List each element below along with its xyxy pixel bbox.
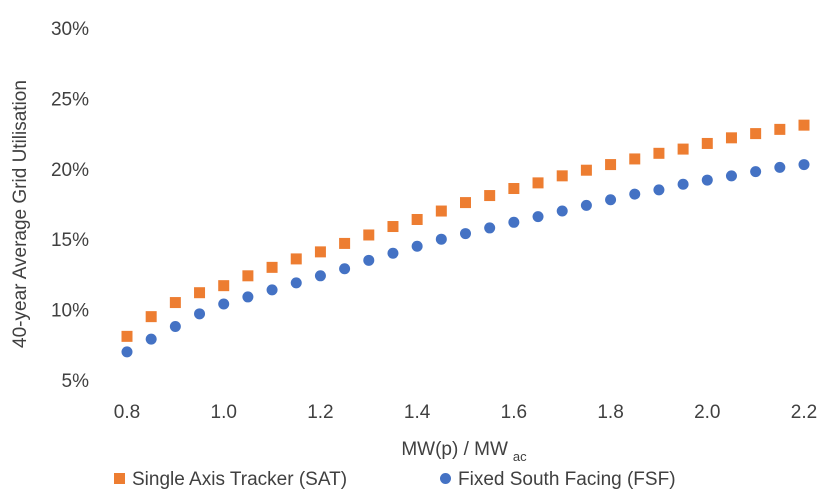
sat-data-point (266, 261, 278, 273)
x-axis-ticks: 0.8 1.0 1.2 1.4 1.6 1.8 2.0 2.2 (114, 402, 817, 423)
x-tick-label: 1.8 (597, 402, 623, 423)
fsf-data-point (314, 270, 326, 282)
fsf-data-point (242, 291, 254, 303)
fsf-data-point (266, 284, 278, 296)
legend-label: Fixed South Facing (FSF) (458, 469, 676, 490)
legend: Single Axis Tracker (SAT) Fixed South Fac… (114, 469, 676, 490)
sat-data-point (653, 147, 665, 159)
sat-data-point (605, 159, 617, 171)
y-axis-title: 40-year Average Grid Utilisation (10, 80, 31, 348)
sat-data-point (798, 119, 810, 131)
fsf-data-point (460, 228, 471, 240)
fsf-data-point (145, 333, 157, 345)
fsf-data-point (411, 240, 423, 252)
sat-data-point (194, 287, 206, 299)
x-tick-label: 0.8 (114, 402, 140, 423)
sat-data-point (677, 143, 689, 155)
fsf-data-point (121, 346, 133, 358)
fsf-data-point (798, 159, 810, 171)
series-sat (121, 119, 810, 342)
sat-data-point (750, 128, 762, 140)
fsf-data-point (194, 308, 206, 320)
y-axis-ticks: 5% 10% 15% 20% 25% 30% (51, 19, 89, 392)
sat-data-point (242, 270, 254, 282)
sat-data-point (725, 132, 737, 144)
y-tick-label: 30% (51, 19, 89, 40)
y-tick-label: 10% (51, 301, 89, 322)
fsf-data-point (605, 194, 617, 206)
fsf-data-point (629, 188, 641, 200)
fsf-data-point (387, 247, 399, 259)
fsf-data-point (218, 298, 230, 310)
sat-data-point (387, 221, 399, 233)
fsf-data-point (725, 170, 737, 182)
y-tick-label: 20% (51, 160, 89, 181)
legend-square-marker (114, 473, 125, 484)
fsf-data-point (556, 205, 568, 217)
sat-data-point (411, 213, 423, 225)
fsf-data-point (750, 166, 762, 178)
sat-data-point (290, 253, 302, 265)
sat-data-point (460, 197, 471, 209)
fsf-data-point (677, 178, 689, 190)
x-tick-label: 1.4 (404, 402, 431, 423)
legend-item-fsf: Fixed South Facing (FSF) (440, 469, 676, 490)
sat-data-point (580, 164, 592, 176)
y-tick-label: 15% (51, 230, 89, 251)
sat-data-point (435, 205, 447, 217)
sat-data-point (169, 297, 181, 309)
sat-data-point (218, 280, 230, 292)
fsf-data-point (774, 161, 786, 173)
fsf-data-point (484, 222, 496, 234)
fsf-data-point (169, 320, 181, 332)
sat-data-point (363, 229, 375, 241)
x-tick-label: 2.0 (694, 402, 720, 423)
fsf-data-point (580, 199, 592, 211)
x-tick-label: 2.2 (791, 402, 817, 423)
sat-data-point (556, 170, 568, 182)
x-axis-title-main: MW(p) / MW (401, 439, 508, 460)
sat-data-point (701, 137, 713, 149)
legend-circle-marker (440, 473, 451, 484)
sat-data-point (339, 237, 351, 249)
legend-item-sat: Single Axis Tracker (SAT) (114, 469, 347, 490)
x-axis-title: MW(p) / MW ac (401, 439, 527, 464)
legend-label: Single Axis Tracker (SAT) (132, 469, 347, 490)
fsf-data-point (435, 233, 447, 245)
sat-data-point (145, 311, 157, 323)
series-fsf (121, 159, 810, 358)
sat-data-point (508, 183, 520, 195)
x-axis-title-subscript: ac (513, 449, 527, 464)
sat-data-point (121, 330, 133, 342)
sat-data-point (532, 177, 544, 189)
sat-data-point (629, 153, 641, 165)
x-tick-label: 1.0 (211, 402, 237, 423)
y-tick-label: 5% (62, 371, 90, 392)
fsf-data-point (363, 254, 375, 266)
sat-data-point (484, 190, 496, 202)
fsf-data-point (339, 263, 351, 275)
sat-data-point (774, 123, 786, 135)
sat-data-point (314, 246, 326, 258)
x-tick-label: 1.6 (501, 402, 527, 423)
fsf-data-point (532, 211, 544, 223)
plot-area (121, 119, 810, 358)
fsf-data-point (653, 184, 665, 196)
fsf-data-point (290, 277, 302, 289)
fsf-data-point (508, 216, 520, 228)
fsf-data-point (701, 174, 713, 186)
y-tick-label: 25% (51, 89, 89, 110)
x-tick-label: 1.2 (307, 402, 333, 423)
